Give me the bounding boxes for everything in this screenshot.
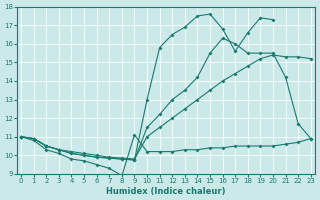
X-axis label: Humidex (Indice chaleur): Humidex (Indice chaleur) (106, 187, 226, 196)
